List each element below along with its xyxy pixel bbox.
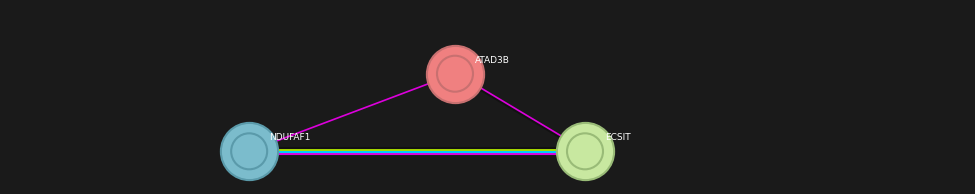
Text: ATAD3B: ATAD3B <box>475 56 510 65</box>
Point <box>577 150 593 153</box>
Ellipse shape <box>231 133 267 169</box>
Text: NDUFAF1: NDUFAF1 <box>269 133 310 142</box>
Ellipse shape <box>567 133 603 169</box>
Text: ECSIT: ECSIT <box>604 133 631 142</box>
Point <box>242 150 257 153</box>
Point <box>448 72 463 75</box>
Ellipse shape <box>437 56 473 92</box>
